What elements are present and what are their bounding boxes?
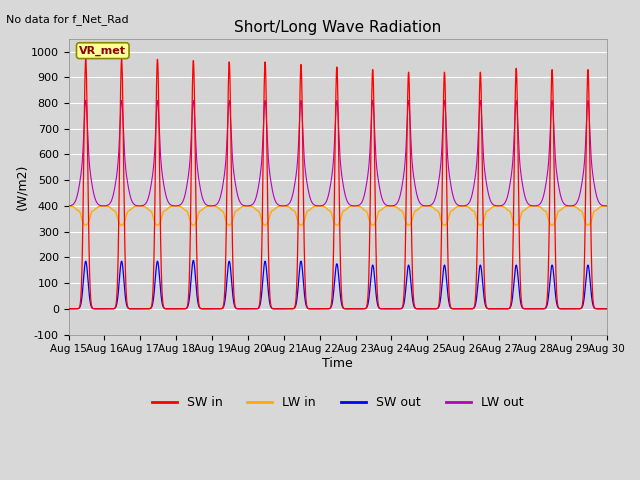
Text: VR_met: VR_met [79, 46, 126, 56]
Legend: SW in, LW in, SW out, LW out: SW in, LW in, SW out, LW out [147, 391, 529, 414]
Title: Short/Long Wave Radiation: Short/Long Wave Radiation [234, 20, 441, 35]
Text: No data for f_Net_Rad: No data for f_Net_Rad [6, 14, 129, 25]
X-axis label: Time: Time [322, 357, 353, 370]
Y-axis label: (W/m2): (W/m2) [15, 164, 28, 210]
